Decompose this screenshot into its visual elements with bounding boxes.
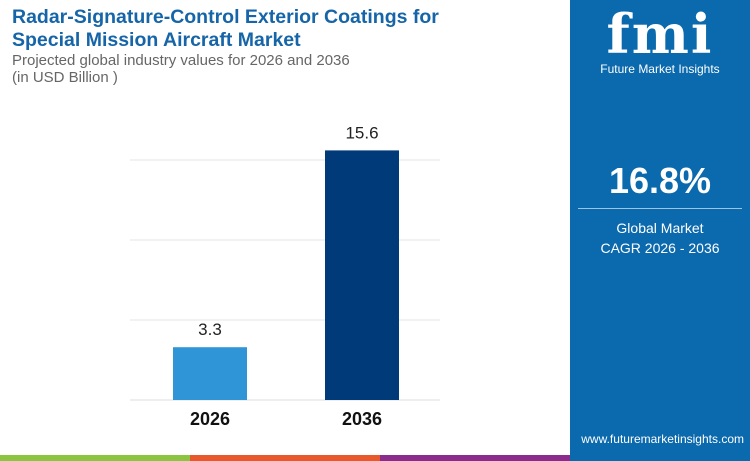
stripe-green (0, 455, 190, 461)
subtitle-line-1: Projected global industry values for 202… (12, 52, 350, 69)
bar-2026 (173, 347, 247, 400)
data-label-2026: 3.3 (198, 320, 222, 339)
x-tick-2036: 2036 (342, 409, 382, 429)
stripe-purple (380, 455, 570, 461)
fmi-logo: fmi Future Market Insights (598, 6, 722, 76)
chart-subtitle: Projected global industry values for 202… (12, 52, 350, 86)
bar-2036 (325, 150, 399, 400)
x-tick-2026: 2026 (190, 409, 230, 429)
title-line-1: Radar-Signature-Control Exterior Coating… (12, 6, 439, 28)
cagr-value: 16.8% (608, 160, 712, 201)
stripe-orange (190, 455, 380, 461)
divider (578, 208, 742, 209)
data-label-2036: 15.6 (345, 123, 378, 142)
logo-text: Future Market Insights (600, 62, 720, 76)
chart-title: Radar-Signature-Control Exterior Coating… (12, 6, 439, 52)
subtitle-line-2: (in USD Billion ) (12, 69, 118, 86)
logo-mark: fmi (606, 2, 714, 66)
cagr-label-2: CAGR 2026 - 2036 (600, 240, 720, 256)
cagr-label-1: Global Market (616, 220, 704, 236)
cagr-label: Global Market CAGR 2026 - 2036 (570, 218, 750, 258)
title-line-2: Special Mission Aircraft Market (12, 29, 301, 51)
info-panel: fmi Future Market Insights 16.8% Global M… (570, 0, 750, 461)
website-link[interactable]: www.futuremarketinsights.com (581, 432, 744, 446)
bar-chart: 3.3 2026 15.6 2036 (130, 123, 440, 429)
